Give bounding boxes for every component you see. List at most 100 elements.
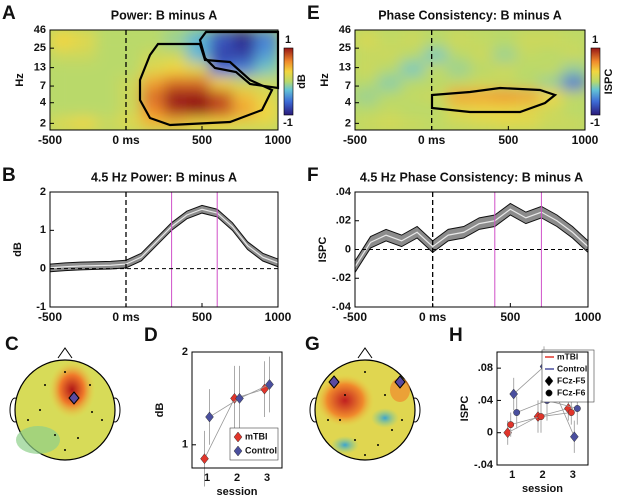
heatmap-cell xyxy=(470,48,494,62)
contours xyxy=(138,30,558,127)
heatmap-cell xyxy=(141,30,165,49)
contour xyxy=(198,30,280,90)
point xyxy=(235,392,244,404)
heatmap-cell xyxy=(232,89,256,104)
point xyxy=(567,409,575,416)
point xyxy=(265,379,274,390)
heatmap-cell xyxy=(255,61,278,76)
y-tick-label: 2 xyxy=(182,346,188,358)
heatmap-cell xyxy=(401,30,425,49)
x-tick-label: -500 xyxy=(343,310,367,324)
heatmap-cell xyxy=(255,48,278,62)
heatmap-cell xyxy=(378,61,402,76)
panel-label: E xyxy=(307,3,320,24)
heatmap-cell xyxy=(447,116,471,130)
y-tick-label: 0 xyxy=(345,243,351,255)
plot-area xyxy=(200,356,274,487)
x-tick-label: 1 xyxy=(509,469,515,481)
heatmap-cell xyxy=(516,89,540,104)
heatmap-cell xyxy=(424,89,448,104)
y-tick-label: .02 xyxy=(336,215,351,227)
y-tick-label: -1 xyxy=(36,301,46,313)
heatmap-cell xyxy=(562,48,585,62)
colorbar-label: dB xyxy=(296,74,308,89)
y-tick-label: -.02 xyxy=(332,272,351,284)
heatmap-cell xyxy=(401,61,425,76)
electrode xyxy=(328,375,340,389)
x-tick-label: 1 xyxy=(204,472,210,484)
heatmap-cell xyxy=(209,75,233,90)
nose xyxy=(57,347,73,359)
heatmap-cell xyxy=(164,48,188,62)
heatmap-cell xyxy=(164,102,188,118)
point xyxy=(233,445,243,457)
error-upper xyxy=(49,204,279,265)
heatmap-cell xyxy=(118,30,142,49)
heatmap-cell xyxy=(562,102,585,118)
heatmap-cell xyxy=(232,48,256,62)
heatmap-cell xyxy=(493,48,517,62)
plot-area xyxy=(354,192,589,307)
y-tick-label: 1 xyxy=(40,224,46,236)
heatmap-cell xyxy=(493,116,517,130)
heatmap-cell xyxy=(355,48,379,62)
y-tick-label: .04 xyxy=(336,186,352,198)
x-tick-label: 0 ms xyxy=(112,310,140,324)
heatmap-cell xyxy=(470,89,494,104)
heatmap-cell xyxy=(118,102,142,118)
point xyxy=(513,409,521,416)
x-tick-label: -500 xyxy=(343,133,367,147)
heatmap-cell xyxy=(516,30,540,49)
heatmap-cell xyxy=(50,75,74,90)
heatmap-cell xyxy=(72,61,97,76)
heatmap-cell xyxy=(447,75,471,90)
blob xyxy=(310,360,410,450)
x-axis-label: session xyxy=(217,486,258,498)
x-tick-label: 0 ms xyxy=(419,310,447,324)
heatmap-cell xyxy=(539,30,563,49)
colorbar xyxy=(283,47,294,116)
heatmap-cell xyxy=(401,116,425,130)
y-tick-label: 25 xyxy=(34,42,46,54)
heatmap-cell xyxy=(355,61,379,76)
y-axis-label: ISPC xyxy=(317,237,329,263)
plot-area xyxy=(50,30,278,130)
y-tick-label: 2 xyxy=(40,186,46,198)
heatmap-cell xyxy=(118,116,142,130)
heatmap-cell xyxy=(401,75,425,90)
y-tick-label: 46 xyxy=(339,24,351,36)
heatmap-cell xyxy=(470,116,494,130)
x-tick-label: 2 xyxy=(234,472,240,484)
y-tick-label: 13 xyxy=(34,62,46,74)
legend-label: mTBI xyxy=(557,351,578,361)
heatmap-cell xyxy=(72,89,97,104)
heatmap-cells xyxy=(50,30,278,130)
chart-title: Phase Consistency: B minus A xyxy=(378,8,562,22)
heatmap-cell xyxy=(50,102,74,118)
panel-label: C xyxy=(5,334,19,355)
electrode xyxy=(68,391,80,405)
heatmap-cell xyxy=(72,75,97,90)
heatmap-cell xyxy=(118,61,142,76)
x-tick-label: 3 xyxy=(570,469,576,481)
blob xyxy=(331,436,359,454)
heatmap-cell xyxy=(516,116,540,130)
y-tick-label: 1 xyxy=(182,439,188,451)
heatmap-cell xyxy=(72,48,97,62)
point xyxy=(205,411,214,423)
error-band xyxy=(355,203,588,273)
heatmap-cell xyxy=(355,102,379,118)
y-tick-label: -.04 xyxy=(332,301,352,313)
point xyxy=(200,453,209,465)
x-tick-label: 500 xyxy=(192,133,212,147)
heatmap-cell xyxy=(95,48,119,62)
heatmap-cell xyxy=(209,89,233,104)
heatmap-cell xyxy=(424,75,448,90)
heatmap-cell xyxy=(562,116,585,130)
heatmap-cell xyxy=(255,102,278,118)
topomap-g xyxy=(309,347,421,461)
y-tick-label: 7 xyxy=(345,80,351,92)
x-axis-label: session xyxy=(522,483,563,495)
heatmap-cell xyxy=(447,30,471,49)
